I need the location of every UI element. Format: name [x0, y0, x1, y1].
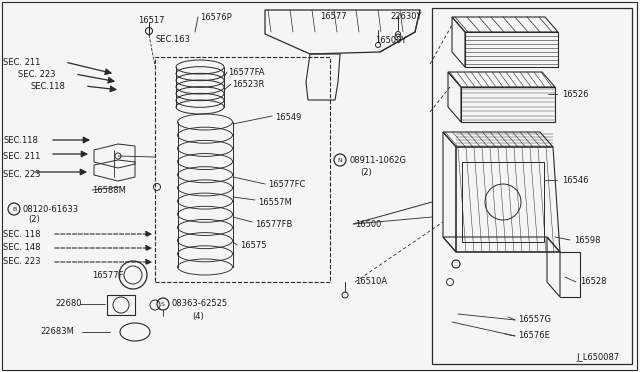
- Text: 16557G: 16557G: [518, 315, 551, 324]
- Text: SEC.118: SEC.118: [3, 135, 38, 144]
- Bar: [155, 57, 330, 282]
- Text: 08363-62525: 08363-62525: [172, 299, 228, 308]
- Text: 16577FB: 16577FB: [255, 219, 292, 228]
- Text: 16557M: 16557M: [258, 198, 292, 206]
- Text: 22680: 22680: [55, 299, 81, 308]
- Text: SEC. 148: SEC. 148: [3, 244, 40, 253]
- Text: 16577FC: 16577FC: [268, 180, 305, 189]
- Text: S: S: [161, 301, 165, 307]
- Text: (2): (2): [360, 167, 372, 176]
- Text: 16500Y: 16500Y: [375, 35, 406, 45]
- Bar: [462, 162, 544, 242]
- Text: SEC.118: SEC.118: [30, 81, 65, 90]
- Text: 16588M: 16588M: [92, 186, 126, 195]
- Text: 08120-61633: 08120-61633: [22, 205, 78, 214]
- Text: 16577F: 16577F: [92, 270, 124, 279]
- Text: SEC. 211: SEC. 211: [3, 151, 40, 160]
- Text: 22630Y: 22630Y: [390, 12, 422, 20]
- Text: SEC. 223: SEC. 223: [3, 170, 40, 179]
- Text: 16517: 16517: [138, 16, 164, 25]
- Text: 22683M: 22683M: [40, 327, 74, 337]
- Text: 08911-1062G: 08911-1062G: [350, 155, 407, 164]
- Text: SEC. 211: SEC. 211: [3, 58, 40, 67]
- Text: 16528: 16528: [580, 278, 607, 286]
- Text: (2): (2): [28, 215, 40, 224]
- Bar: [107, 295, 135, 315]
- Text: 16577: 16577: [320, 12, 347, 20]
- Text: SEC.163: SEC.163: [155, 35, 190, 44]
- Text: 16510A: 16510A: [355, 278, 387, 286]
- Text: 16546: 16546: [562, 176, 589, 185]
- Text: 16523R: 16523R: [232, 80, 264, 89]
- Text: SEC. 223: SEC. 223: [3, 257, 40, 266]
- Text: SEC. 118: SEC. 118: [3, 230, 40, 238]
- Text: N: N: [338, 157, 342, 163]
- Text: 16500: 16500: [355, 219, 381, 228]
- Text: 16598: 16598: [574, 235, 600, 244]
- Bar: [432, 8, 632, 364]
- Text: 16575: 16575: [240, 241, 266, 250]
- Text: 16576P: 16576P: [200, 13, 232, 22]
- Text: (4): (4): [192, 311, 204, 321]
- Text: 16526: 16526: [562, 90, 589, 99]
- Text: B: B: [12, 206, 16, 212]
- Text: J_L650087: J_L650087: [577, 353, 620, 362]
- Text: SEC. 223: SEC. 223: [18, 70, 56, 78]
- Text: 16549: 16549: [275, 112, 301, 122]
- Text: 16577FA: 16577FA: [228, 67, 264, 77]
- Text: 16576E: 16576E: [518, 331, 550, 340]
